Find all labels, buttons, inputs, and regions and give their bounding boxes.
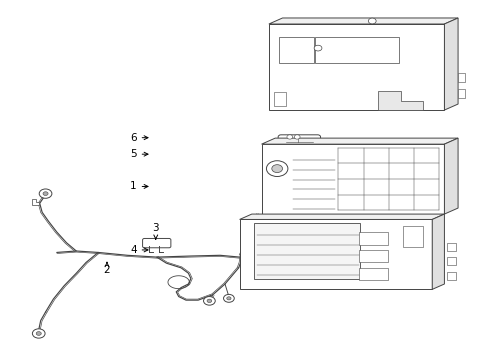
- Circle shape: [367, 18, 375, 24]
- Circle shape: [271, 165, 282, 172]
- Bar: [446, 272, 455, 279]
- Circle shape: [203, 297, 215, 305]
- Circle shape: [286, 135, 292, 139]
- Text: 1: 1: [130, 181, 148, 192]
- Bar: [457, 89, 465, 98]
- Polygon shape: [431, 214, 444, 289]
- Polygon shape: [444, 18, 457, 110]
- Bar: [457, 73, 465, 82]
- Bar: [446, 257, 455, 265]
- Circle shape: [36, 332, 41, 336]
- Polygon shape: [261, 144, 444, 214]
- Bar: [278, 37, 313, 63]
- Circle shape: [43, 192, 48, 195]
- Polygon shape: [444, 138, 457, 214]
- Polygon shape: [261, 138, 457, 144]
- Polygon shape: [377, 91, 423, 110]
- FancyBboxPatch shape: [278, 135, 320, 153]
- Text: 5: 5: [130, 149, 148, 159]
- Bar: [358, 232, 387, 244]
- Circle shape: [266, 161, 287, 176]
- Bar: [315, 37, 399, 63]
- Bar: [254, 223, 360, 279]
- Circle shape: [32, 329, 45, 338]
- Bar: [446, 243, 455, 251]
- Circle shape: [206, 299, 211, 302]
- Circle shape: [223, 294, 234, 302]
- Polygon shape: [268, 18, 457, 24]
- FancyBboxPatch shape: [142, 238, 170, 248]
- Circle shape: [294, 135, 300, 139]
- Bar: [273, 92, 285, 107]
- Circle shape: [313, 45, 321, 51]
- Circle shape: [39, 189, 52, 198]
- Text: 4: 4: [130, 245, 148, 255]
- Polygon shape: [32, 199, 39, 205]
- Polygon shape: [239, 214, 444, 220]
- Polygon shape: [239, 220, 431, 289]
- Text: 6: 6: [130, 133, 148, 143]
- Bar: [403, 226, 422, 247]
- Circle shape: [226, 297, 230, 300]
- Polygon shape: [268, 24, 444, 110]
- Text: 3: 3: [152, 224, 159, 239]
- Text: 2: 2: [103, 262, 110, 275]
- Bar: [358, 268, 387, 280]
- Bar: [358, 250, 387, 262]
